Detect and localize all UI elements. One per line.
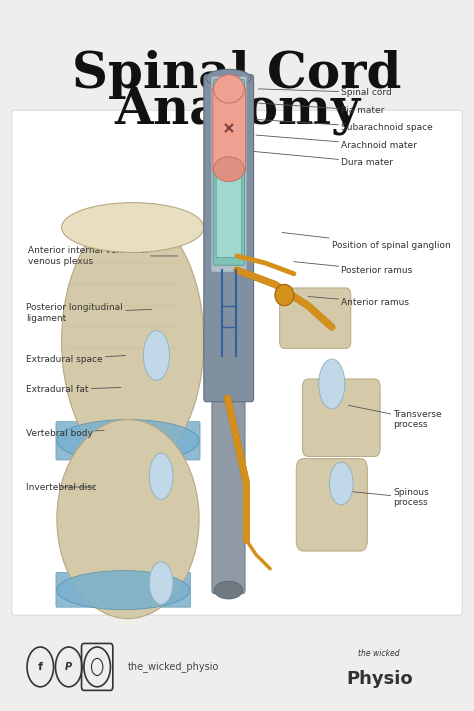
Text: Subarachnoid space: Subarachnoid space xyxy=(256,119,433,132)
Ellipse shape xyxy=(206,69,251,87)
Text: Anterior ramus: Anterior ramus xyxy=(308,296,409,306)
Ellipse shape xyxy=(319,359,345,409)
FancyBboxPatch shape xyxy=(56,572,191,607)
Text: Spinal Cord: Spinal Cord xyxy=(73,50,401,99)
Ellipse shape xyxy=(213,75,245,103)
Text: Extradural space: Extradural space xyxy=(26,355,126,363)
FancyBboxPatch shape xyxy=(213,87,246,172)
Ellipse shape xyxy=(143,331,170,380)
Ellipse shape xyxy=(57,570,190,609)
Text: f: f xyxy=(38,662,43,672)
FancyBboxPatch shape xyxy=(296,459,367,551)
Text: the wicked: the wicked xyxy=(358,648,400,658)
Text: Dura mater: Dura mater xyxy=(254,151,393,166)
Ellipse shape xyxy=(62,213,204,469)
Text: Transverse
process: Transverse process xyxy=(348,405,442,429)
FancyBboxPatch shape xyxy=(213,80,245,265)
FancyBboxPatch shape xyxy=(212,387,245,594)
Ellipse shape xyxy=(57,419,199,462)
Ellipse shape xyxy=(275,284,294,306)
Ellipse shape xyxy=(149,562,173,604)
Ellipse shape xyxy=(149,454,173,499)
Text: Anterior internal vertebral
venous plexus: Anterior internal vertebral venous plexu… xyxy=(28,246,178,266)
Text: Posterior ramus: Posterior ramus xyxy=(294,262,412,274)
Text: Posterior longitudinal
ligament: Posterior longitudinal ligament xyxy=(26,303,152,323)
FancyBboxPatch shape xyxy=(211,76,247,272)
Text: Position of spinal ganglion: Position of spinal ganglion xyxy=(282,232,451,250)
Text: Spinal cord: Spinal cord xyxy=(258,88,392,97)
Ellipse shape xyxy=(57,419,199,619)
Ellipse shape xyxy=(214,582,243,599)
Ellipse shape xyxy=(213,156,245,181)
Text: Spinous
process: Spinous process xyxy=(341,488,429,508)
FancyBboxPatch shape xyxy=(280,288,351,348)
Text: Vertebral body: Vertebral body xyxy=(26,429,104,438)
Text: Extradural fat: Extradural fat xyxy=(26,385,121,394)
Text: Invertebral disc: Invertebral disc xyxy=(26,483,97,491)
FancyBboxPatch shape xyxy=(216,84,242,257)
FancyBboxPatch shape xyxy=(302,379,380,456)
Text: the_wicked_physio: the_wicked_physio xyxy=(128,661,219,673)
Text: Physio: Physio xyxy=(346,670,412,688)
Text: Arachnoid mater: Arachnoid mater xyxy=(256,135,417,149)
Text: P: P xyxy=(65,662,73,672)
Ellipse shape xyxy=(329,462,353,505)
FancyBboxPatch shape xyxy=(56,422,200,460)
FancyBboxPatch shape xyxy=(204,75,254,402)
Text: Pia mater: Pia mater xyxy=(258,103,385,114)
FancyBboxPatch shape xyxy=(12,110,462,615)
Text: Anatomy: Anatomy xyxy=(114,86,360,134)
Ellipse shape xyxy=(62,203,204,252)
